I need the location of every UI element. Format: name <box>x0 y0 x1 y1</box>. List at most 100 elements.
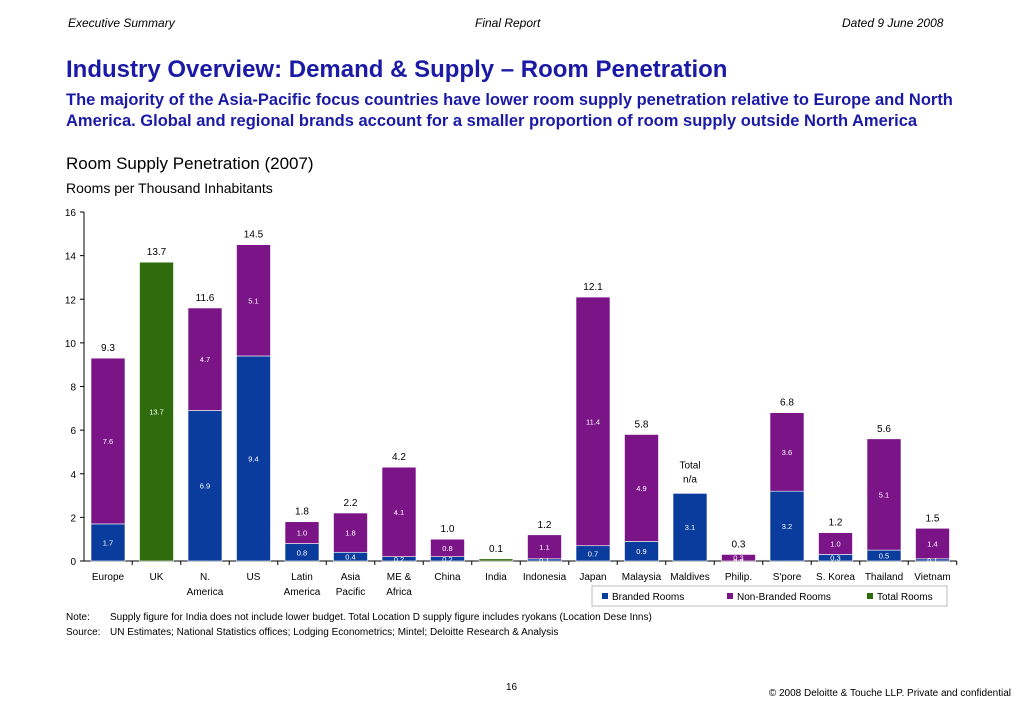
total-label: 5.8 <box>635 419 649 430</box>
segment-label: 13.7 <box>149 408 164 417</box>
bar-segment <box>575 296 611 547</box>
total-label: 14.5 <box>244 230 264 241</box>
chart-heading: Room Supply Penetration (2007) <box>66 154 314 173</box>
bar-segment <box>672 493 708 562</box>
chart-note: Note: Supply figure for India does not in… <box>66 612 652 623</box>
segment-label: 0.2 <box>442 555 452 564</box>
y-tick-label: 10 <box>65 339 77 350</box>
header-right: Dated 9 June 2008 <box>842 16 944 30</box>
segment-label: 1.0 <box>830 540 840 549</box>
segment-label: 1.0 <box>297 529 307 538</box>
x-tick-label: Vietnam <box>914 572 951 583</box>
bar-segment <box>915 527 950 560</box>
segment-label: 5.1 <box>879 490 889 499</box>
segment-label: 0.3 <box>830 554 840 563</box>
page-subtitle: The majority of the Asia-Pacific focus c… <box>66 91 953 130</box>
segment-label: 0.4 <box>345 553 355 562</box>
bar-segment <box>866 438 902 551</box>
total-label: 1.8 <box>295 507 309 518</box>
legend-box <box>591 585 948 607</box>
x-tick-label: Malaysia <box>622 572 662 583</box>
annotation-total: Total <box>679 460 700 471</box>
y-tick-label: 0 <box>70 557 76 568</box>
bar-segment <box>769 412 805 492</box>
legend-swatch <box>867 593 873 599</box>
y-tick-label: 2 <box>70 513 76 524</box>
y-tick-label: 4 <box>70 470 76 481</box>
bar-segment <box>139 261 174 562</box>
bar-segment <box>624 434 659 542</box>
x-tick-label: Pacific <box>336 587 365 598</box>
bar-segment <box>187 307 223 411</box>
x-tick-label: Africa <box>386 587 412 598</box>
y-tick-label: 16 <box>65 208 77 219</box>
x-tick-label: S'pore <box>773 572 802 583</box>
x-tick-label: Maldives <box>670 572 709 583</box>
total-label: 1.2 <box>538 520 552 531</box>
bar-segment <box>381 466 417 557</box>
total-label: 11.6 <box>196 293 215 304</box>
bar-segment <box>769 490 805 562</box>
bar-segment <box>90 523 126 562</box>
bar-segment <box>478 558 514 562</box>
x-tick-label: ME & <box>387 572 412 583</box>
segment-label: 3.2 <box>782 522 792 531</box>
segment-label: 4.1 <box>394 508 404 517</box>
segment-label: 3.1 <box>685 523 695 532</box>
chart-source: Source: UN Estimates; National Statistics… <box>66 627 558 638</box>
x-tick-label: Latin <box>291 572 313 583</box>
y-tick-label: 12 <box>65 295 77 306</box>
x-tick-label: S. Korea <box>816 572 855 583</box>
segment-label: 6.9 <box>200 482 210 491</box>
x-tick-label: Indonesia <box>523 572 567 583</box>
segment-label: 0.7 <box>588 549 598 558</box>
total-label: 6.8 <box>780 398 794 409</box>
segment-label: 1.7 <box>103 538 113 547</box>
total-label: 4.2 <box>392 452 406 463</box>
segment-label: 9.4 <box>248 454 258 463</box>
segment-label: 0.2 <box>394 555 404 564</box>
bar-segment <box>236 355 271 562</box>
segment-label: 7.6 <box>103 437 113 446</box>
segment-label: 0.3 <box>733 554 743 563</box>
source-text: UN Estimates; National Statistics office… <box>110 627 559 638</box>
total-label: 2.2 <box>344 498 358 509</box>
x-tick-label: India <box>485 572 507 583</box>
x-tick-label: America <box>187 587 224 598</box>
x-tick-label: Europe <box>92 572 125 583</box>
bar-segment <box>333 512 368 553</box>
bar-segment <box>236 244 271 357</box>
segment-label: 0.9 <box>636 547 646 556</box>
x-tick-label: N. <box>200 572 210 583</box>
x-tick-label: Thailand <box>865 572 903 583</box>
segment-label: 0.1 <box>927 556 937 565</box>
x-tick-label: Japan <box>579 572 606 583</box>
y-tick-label: 6 <box>70 426 76 437</box>
bar-segment <box>818 532 853 555</box>
total-label: 1.0 <box>441 524 455 535</box>
header-left: Executive Summary <box>68 16 175 30</box>
legend-swatch <box>602 593 608 599</box>
bar-segment <box>90 357 126 525</box>
legend-swatch <box>727 593 733 599</box>
segment-label: 0.8 <box>442 544 452 553</box>
total-label: 9.3 <box>101 343 115 354</box>
x-tick-label: UK <box>150 572 164 583</box>
legend-label: Total Rooms <box>877 592 933 603</box>
total-label: 12.1 <box>583 282 603 293</box>
legend-label: Branded Rooms <box>612 592 684 603</box>
segment-label: 5.1 <box>248 296 258 305</box>
copyright: © 2008 Deloitte & Touche LLP. Private an… <box>768 688 1011 699</box>
segment-label: 0.5 <box>879 552 889 561</box>
chart-unit: Rooms per Thousand Inhabitants <box>66 180 273 196</box>
annotation-na: n/a <box>683 474 697 485</box>
total-label: 5.6 <box>877 424 891 435</box>
page-title: Industry Overview: Demand & Supply – Roo… <box>66 56 728 83</box>
x-tick-label: China <box>434 572 461 583</box>
note-text: Supply figure for India does not include… <box>110 612 652 623</box>
legend-label: Non-Branded Rooms <box>737 592 831 603</box>
total-label: 0.1 <box>489 544 503 555</box>
x-tick-label: Asia <box>341 572 361 583</box>
bar-segment <box>527 534 562 560</box>
